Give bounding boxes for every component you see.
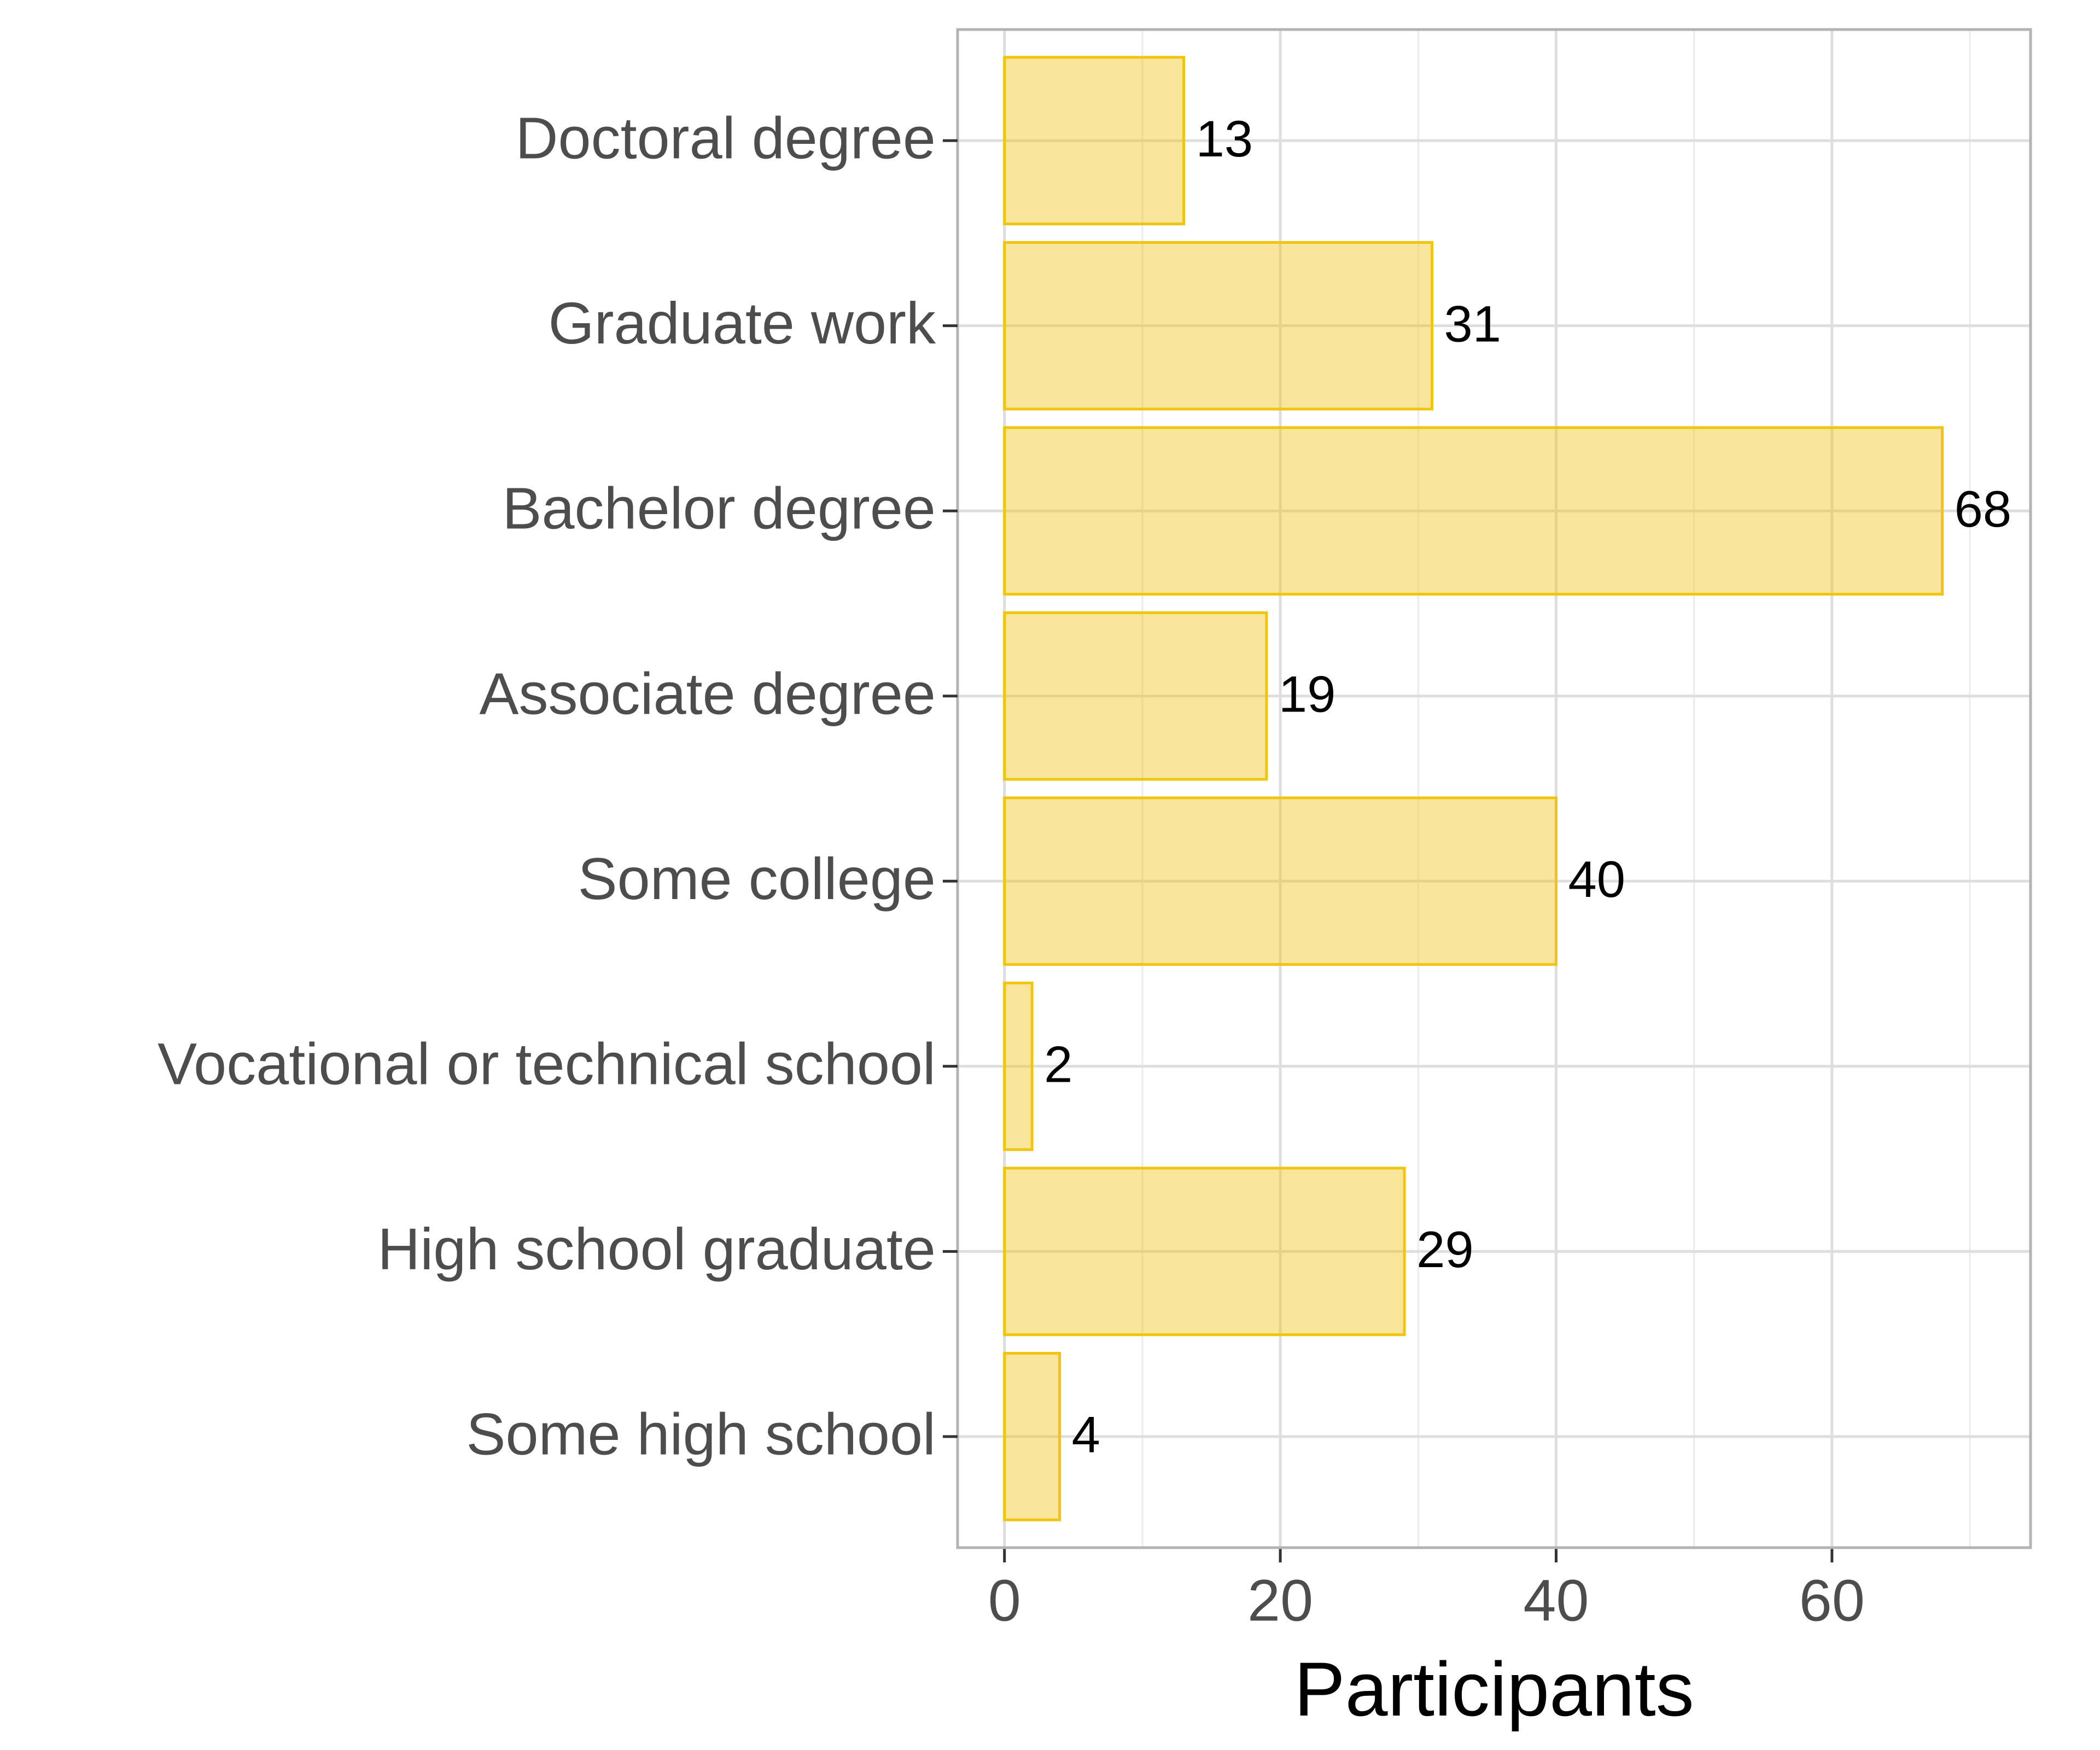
value-label: 29 (1416, 1221, 1474, 1278)
value-label: 2 (1044, 1036, 1072, 1093)
value-label: 68 (1955, 480, 2012, 538)
y-tick-label: Graduate work (549, 290, 936, 356)
value-label: 13 (1196, 110, 1253, 167)
y-tick-label: Some college (578, 845, 936, 912)
y-tick-label: High school graduate (377, 1216, 936, 1282)
y-tick-label: Bachelor degree (502, 475, 936, 541)
y-tick-label: Some high school (466, 1401, 936, 1467)
x-tick-label: 40 (1523, 1567, 1589, 1634)
bar (1003, 981, 1034, 1151)
bar (1003, 796, 1558, 966)
bar (1003, 1352, 1061, 1521)
y-tick-label: Associate degree (479, 660, 936, 726)
value-label: 40 (1568, 850, 1625, 908)
bar (1003, 241, 1434, 411)
x-tick-label: 0 (988, 1567, 1021, 1634)
panel-border (956, 28, 2032, 1549)
value-label: 19 (1279, 666, 1336, 723)
y-tick-label: Doctoral degree (516, 105, 936, 171)
bar (1003, 611, 1268, 781)
y-tick-label: Vocational or technical school (158, 1030, 936, 1096)
x-tick-label: 20 (1247, 1567, 1313, 1634)
value-label: 31 (1444, 295, 1502, 352)
value-label: 4 (1072, 1406, 1100, 1463)
x-tick-label: 60 (1799, 1567, 1865, 1634)
bar (1003, 1166, 1406, 1337)
bar (1003, 426, 1944, 596)
x-axis-title: Participants (1294, 1646, 1694, 1732)
bar (1003, 56, 1186, 225)
